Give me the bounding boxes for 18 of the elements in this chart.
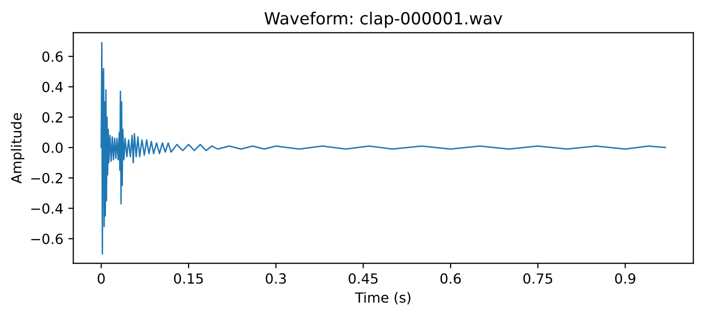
y-tick-label: −0.6 xyxy=(31,234,63,244)
x-tick-label: 0.75 xyxy=(523,273,552,284)
y-tick-label: 0.4 xyxy=(42,82,63,92)
chart-title: Waveform: clap-000001.wav xyxy=(264,12,502,28)
x-tick-label: 0.6 xyxy=(440,273,461,284)
x-tick-label: 0.15 xyxy=(174,273,203,284)
y-tick-label: 0.2 xyxy=(42,112,62,123)
x-tick-label: 0.45 xyxy=(348,273,378,284)
y-tick-label: −0.4 xyxy=(31,203,63,214)
line-series xyxy=(100,42,666,255)
x-tick-label: 0.3 xyxy=(266,273,286,284)
y-tick-label: 0.6 xyxy=(42,51,63,62)
y-axis-title: Amplitude xyxy=(10,113,24,184)
y-tick-label: 0.0 xyxy=(42,142,63,154)
x-tick-label: 0.9 xyxy=(615,273,636,284)
y-tick-label: −0.2 xyxy=(31,172,62,184)
x-axis-title: Time (s) xyxy=(355,292,410,304)
x-tick-label: 0 xyxy=(98,273,105,284)
